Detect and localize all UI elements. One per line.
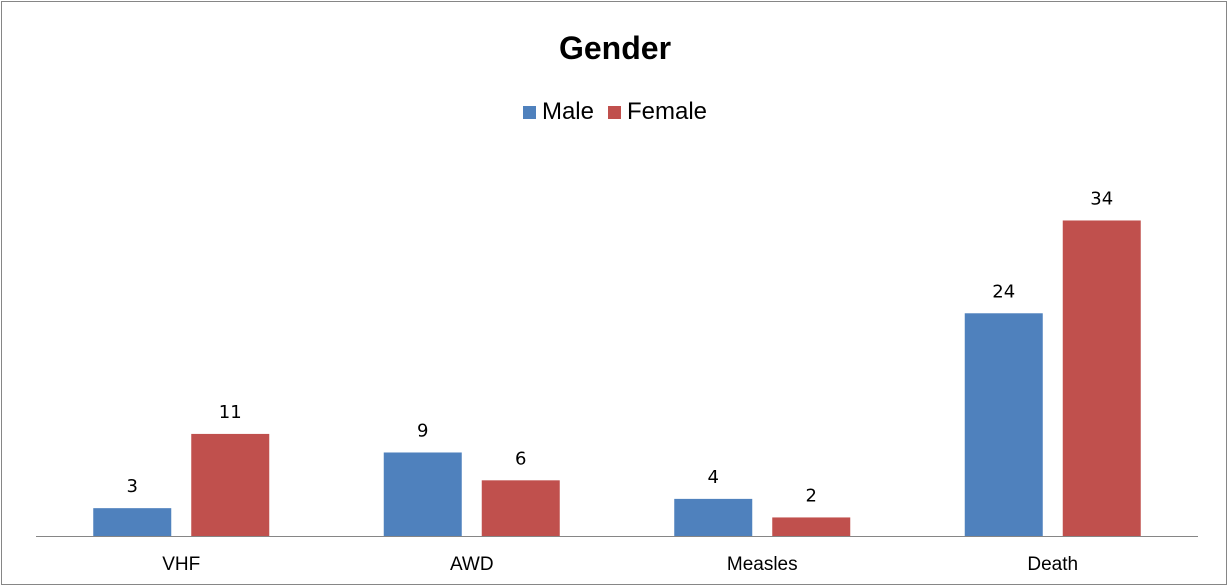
legend: Male Female	[0, 98, 1230, 126]
bar-male-death	[964, 313, 1043, 536]
bar-male-awd	[383, 452, 462, 536]
legend-item-female: Female	[608, 98, 707, 126]
data-label-female-awd: 6	[515, 448, 526, 469]
x-tick-measles: Measles	[727, 554, 798, 575]
bar-female-vhf	[191, 433, 270, 536]
bar-male-vhf	[93, 508, 172, 536]
bar-female-awd	[481, 480, 560, 536]
legend-label-male: Male	[541, 98, 594, 125]
chart-title: Gender	[558, 30, 672, 66]
data-label-male-measles: 4	[708, 467, 719, 488]
legend-label-female: Female	[627, 98, 708, 125]
data-label-male-awd: 9	[417, 420, 428, 441]
bar-male-measles	[674, 498, 753, 536]
data-label-male-vhf: 3	[127, 476, 138, 497]
legend-swatch-female	[608, 105, 621, 119]
bar-female-death	[1062, 220, 1141, 537]
x-tick-vhf: VHF	[162, 554, 200, 575]
data-label-female-death: 34	[1090, 188, 1113, 209]
x-tick-death: Death	[1027, 554, 1078, 575]
x-tick-awd: AWD	[450, 554, 494, 575]
legend-swatch-male	[522, 105, 536, 119]
data-label-male-death: 24	[992, 281, 1015, 302]
data-label-female-vhf: 11	[219, 402, 242, 423]
bar-female-measles	[772, 517, 851, 536]
legend-item-male: Male	[522, 98, 594, 126]
data-label-female-measles: 2	[806, 485, 817, 506]
